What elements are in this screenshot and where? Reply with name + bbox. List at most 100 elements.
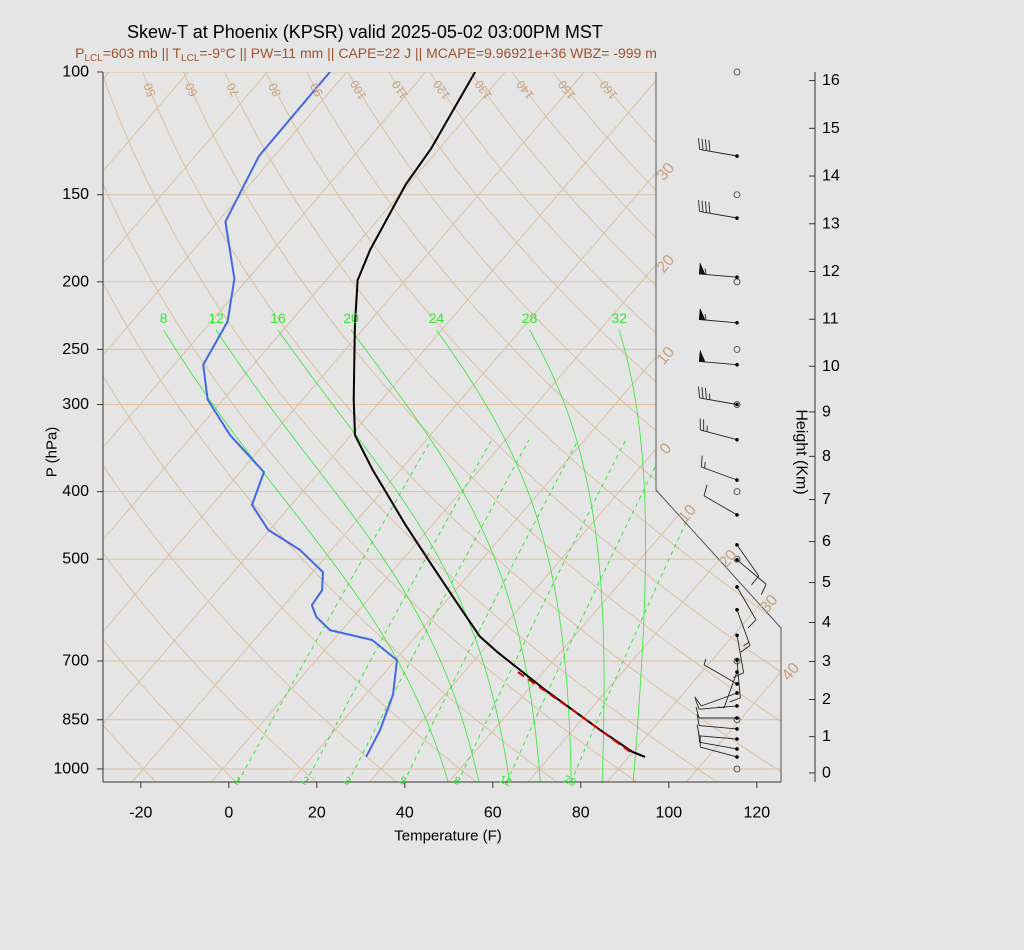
wind-station-dot bbox=[735, 557, 739, 562]
y-axis-label: P (hPa) bbox=[44, 427, 61, 478]
y2-tick-label: 15 bbox=[822, 120, 840, 137]
y-tick-label: 250 bbox=[62, 341, 89, 358]
moist-adiabat-label: 24 bbox=[429, 310, 445, 326]
wind-barb bbox=[736, 609, 751, 653]
x-tick-label: 40 bbox=[396, 805, 414, 822]
subtitle-part: =603 mb || T bbox=[103, 45, 182, 61]
chart-subtitle: PLCL=603 mb || TLCL=-9°C || PW=11 mm || … bbox=[75, 45, 657, 64]
wind-station-dot bbox=[735, 216, 739, 220]
wind-station-dot bbox=[735, 275, 739, 280]
moist-adiabat-label: 12 bbox=[208, 310, 224, 326]
y2-tick-label: 0 bbox=[822, 764, 831, 781]
y-tick-label: 850 bbox=[62, 711, 89, 728]
dry-adiabat bbox=[103, 72, 397, 782]
wind-station-dot bbox=[735, 402, 739, 407]
wind-station-dot bbox=[735, 658, 739, 662]
wind-station-dot bbox=[735, 437, 739, 442]
mixing-ratio-label: 2 bbox=[300, 775, 311, 788]
isotherm-line bbox=[606, 72, 781, 782]
wind-barb bbox=[698, 386, 738, 405]
moist-adiabat-label: 16 bbox=[270, 310, 286, 326]
wind-barb bbox=[699, 735, 738, 758]
chart-title: Skew-T at Phoenix (KPSR) valid 2025-05-0… bbox=[127, 22, 603, 42]
isotherm-line bbox=[103, 72, 268, 782]
wind-barb bbox=[736, 586, 757, 629]
moist-adiabat bbox=[215, 329, 480, 782]
y2-tick-label: 8 bbox=[822, 448, 831, 465]
x-axis-label: Temperature (F) bbox=[394, 828, 502, 845]
wind-station-dot bbox=[735, 704, 739, 708]
x-tick-label: 20 bbox=[308, 805, 326, 822]
plot-border bbox=[655, 72, 782, 782]
dry-adiabat bbox=[103, 72, 237, 782]
dry-adiabat-label: 50 bbox=[141, 81, 159, 99]
dry-adiabat bbox=[224, 72, 781, 782]
wind-pennant bbox=[698, 350, 706, 363]
y2-tick-label: 7 bbox=[822, 491, 831, 508]
moist-adiabat bbox=[618, 329, 646, 782]
mixing-ratio-label: 20 bbox=[562, 773, 578, 789]
y-tick-label: 400 bbox=[62, 483, 89, 500]
mandatory-level-marker bbox=[733, 68, 741, 76]
y2-tick-label: 10 bbox=[822, 358, 840, 375]
mixing-ratio-line bbox=[506, 439, 669, 782]
x-tick-label: 60 bbox=[484, 805, 502, 822]
isotherm-line bbox=[103, 72, 348, 782]
y-tick-label: 700 bbox=[62, 653, 89, 670]
moist-adiabat bbox=[350, 329, 541, 782]
y2-tick-label: 1 bbox=[822, 728, 831, 745]
y2-tick-label: 3 bbox=[822, 653, 831, 670]
wind-barb bbox=[700, 455, 738, 481]
mandatory-level-marker bbox=[733, 765, 741, 773]
y-tick-label: 150 bbox=[62, 186, 89, 203]
wind-station-dot bbox=[735, 633, 739, 638]
dry-adiabat bbox=[103, 72, 558, 782]
x-tick-label: 80 bbox=[572, 805, 590, 822]
moist-adiabat bbox=[436, 329, 572, 782]
y2-tick-label: 5 bbox=[822, 574, 831, 591]
mixing-ratio-line bbox=[305, 439, 493, 782]
y-tick-label: 300 bbox=[62, 396, 89, 413]
dry-adiabat bbox=[142, 72, 781, 782]
mixing-ratio-label: 5 bbox=[397, 775, 408, 788]
isotherm-line bbox=[103, 72, 585, 782]
isotherm-line bbox=[131, 72, 744, 782]
mixing-ratio-label: 3 bbox=[342, 775, 353, 788]
isotherm-line bbox=[103, 72, 427, 782]
mandatory-level-marker bbox=[733, 191, 741, 199]
wind-barb bbox=[698, 138, 738, 157]
y2-tick-label: 2 bbox=[822, 691, 831, 708]
mixing-ratio-line bbox=[347, 439, 530, 782]
moist-adiabat bbox=[277, 329, 510, 782]
isotherm-line bbox=[103, 72, 664, 782]
subtitle-part: LCL bbox=[84, 53, 103, 64]
wind-station-dot bbox=[735, 513, 739, 517]
wind-station-dot bbox=[735, 747, 739, 751]
moist-adiabat-label: 20 bbox=[343, 310, 359, 326]
wind-station-dot bbox=[735, 478, 739, 482]
y-tick-label: 100 bbox=[62, 64, 89, 81]
wind-barb bbox=[729, 660, 741, 703]
wind-pennant bbox=[698, 262, 706, 275]
y-tick-label: 200 bbox=[62, 273, 89, 290]
wind-station-dot bbox=[735, 682, 739, 686]
mixing-ratio-label: 1 bbox=[232, 775, 243, 788]
mandatory-level-marker bbox=[733, 555, 741, 563]
dry-adiabat bbox=[103, 72, 718, 782]
x-tick-label: -20 bbox=[129, 805, 152, 822]
y2-tick-label: 14 bbox=[822, 168, 840, 185]
moist-adiabat bbox=[529, 329, 605, 782]
wind-station-dot bbox=[735, 154, 739, 158]
wind-station-dot bbox=[735, 727, 739, 731]
wind-station-dot bbox=[735, 585, 739, 589]
x-tick-label: 120 bbox=[743, 805, 770, 822]
mandatory-level-marker bbox=[733, 488, 741, 496]
dry-adiabat bbox=[470, 72, 781, 782]
profile-line bbox=[517, 671, 631, 753]
wind-barb bbox=[696, 714, 738, 730]
wind-station-dot bbox=[735, 716, 739, 720]
dry-adiabat bbox=[265, 72, 781, 782]
dry-adiabat bbox=[511, 72, 781, 782]
